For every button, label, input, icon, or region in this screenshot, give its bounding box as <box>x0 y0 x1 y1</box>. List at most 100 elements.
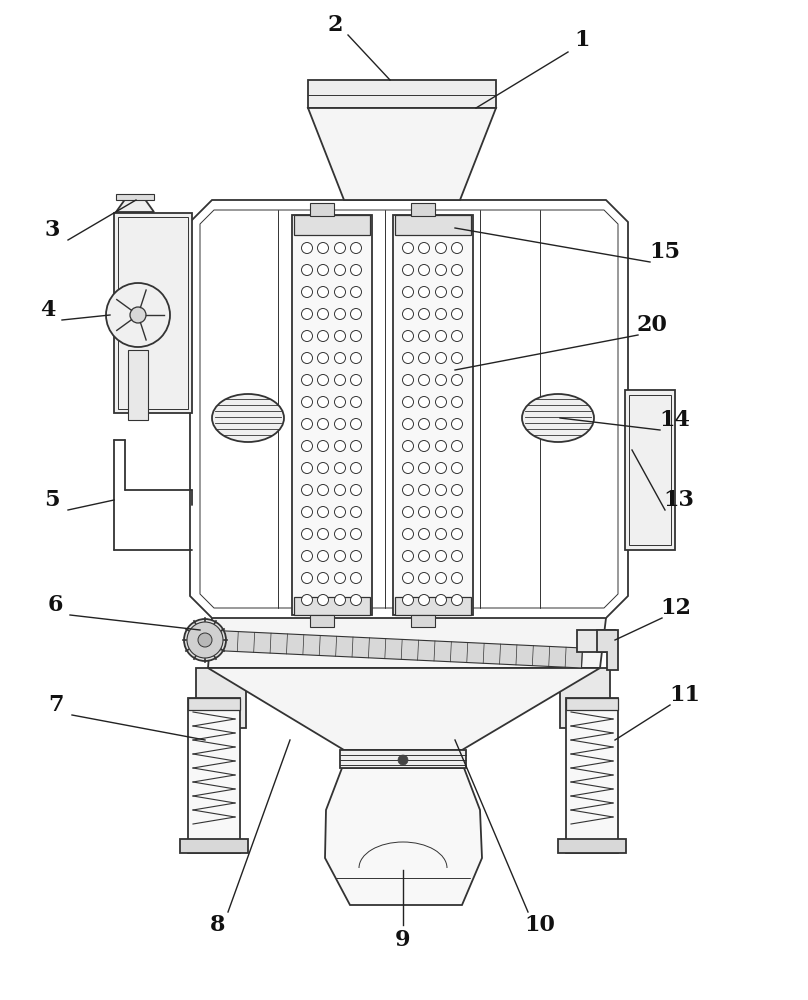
Circle shape <box>452 506 462 518</box>
Circle shape <box>318 528 329 540</box>
Circle shape <box>301 374 313 385</box>
Circle shape <box>419 396 430 408</box>
Circle shape <box>419 572 430 584</box>
Bar <box>116 194 154 200</box>
Circle shape <box>402 550 414 562</box>
Circle shape <box>402 506 414 518</box>
Circle shape <box>402 353 414 363</box>
Circle shape <box>402 594 414 605</box>
Circle shape <box>436 485 447 495</box>
Circle shape <box>436 330 447 342</box>
Circle shape <box>419 440 430 452</box>
Circle shape <box>351 374 361 385</box>
Circle shape <box>402 485 414 495</box>
Circle shape <box>335 506 346 518</box>
Circle shape <box>351 528 361 540</box>
Bar <box>560 668 610 728</box>
Circle shape <box>335 396 346 408</box>
Circle shape <box>351 396 361 408</box>
Circle shape <box>402 528 414 540</box>
Circle shape <box>184 619 226 661</box>
Circle shape <box>198 633 212 647</box>
Circle shape <box>335 418 346 430</box>
Circle shape <box>351 242 361 253</box>
Bar <box>558 839 626 853</box>
Circle shape <box>351 572 361 584</box>
Circle shape <box>318 462 329 474</box>
Text: 1: 1 <box>574 29 590 51</box>
Circle shape <box>335 286 346 298</box>
Bar <box>629 395 671 545</box>
Circle shape <box>318 485 329 495</box>
Circle shape <box>301 286 313 298</box>
Circle shape <box>351 330 361 342</box>
Circle shape <box>436 594 447 605</box>
Circle shape <box>402 308 414 320</box>
Circle shape <box>301 485 313 495</box>
Text: 8: 8 <box>210 914 225 936</box>
Circle shape <box>436 264 447 275</box>
Polygon shape <box>208 618 606 668</box>
Circle shape <box>301 308 313 320</box>
Text: 15: 15 <box>650 241 680 263</box>
Text: 10: 10 <box>524 914 555 936</box>
Bar <box>188 698 240 710</box>
Circle shape <box>301 572 313 584</box>
Circle shape <box>351 418 361 430</box>
Circle shape <box>318 242 329 253</box>
Bar <box>310 615 334 627</box>
Text: 4: 4 <box>40 299 56 321</box>
Bar <box>292 215 372 615</box>
Circle shape <box>452 286 462 298</box>
Text: 2: 2 <box>327 14 343 36</box>
Circle shape <box>301 264 313 275</box>
Circle shape <box>351 462 361 474</box>
Circle shape <box>351 264 361 275</box>
Circle shape <box>351 440 361 452</box>
Text: 20: 20 <box>637 314 667 336</box>
Bar <box>308 80 496 108</box>
Circle shape <box>351 353 361 363</box>
Bar <box>180 839 248 853</box>
Circle shape <box>318 418 329 430</box>
Circle shape <box>436 440 447 452</box>
Circle shape <box>335 440 346 452</box>
Circle shape <box>318 572 329 584</box>
Circle shape <box>419 418 430 430</box>
Bar <box>340 750 466 768</box>
Circle shape <box>335 572 346 584</box>
Bar <box>577 630 615 652</box>
Bar <box>395 215 471 235</box>
Text: 9: 9 <box>395 929 410 951</box>
Text: 7: 7 <box>48 694 64 716</box>
Circle shape <box>187 622 223 658</box>
Bar <box>411 203 435 216</box>
Circle shape <box>436 506 447 518</box>
Circle shape <box>335 330 346 342</box>
Circle shape <box>402 286 414 298</box>
Circle shape <box>452 418 462 430</box>
Bar <box>196 668 246 728</box>
Circle shape <box>436 308 447 320</box>
Circle shape <box>301 242 313 253</box>
Circle shape <box>318 506 329 518</box>
Circle shape <box>402 418 414 430</box>
Circle shape <box>335 550 346 562</box>
Circle shape <box>318 374 329 385</box>
Circle shape <box>398 755 408 765</box>
Circle shape <box>452 264 462 275</box>
Text: 5: 5 <box>44 489 60 511</box>
Bar <box>294 597 370 615</box>
Circle shape <box>452 374 462 385</box>
Circle shape <box>419 242 430 253</box>
Circle shape <box>318 286 329 298</box>
Circle shape <box>436 374 447 385</box>
Bar <box>118 217 188 409</box>
Circle shape <box>436 528 447 540</box>
Circle shape <box>402 462 414 474</box>
Circle shape <box>351 506 361 518</box>
Ellipse shape <box>212 394 284 442</box>
Circle shape <box>452 594 462 605</box>
Circle shape <box>130 307 146 323</box>
Bar <box>566 698 618 853</box>
